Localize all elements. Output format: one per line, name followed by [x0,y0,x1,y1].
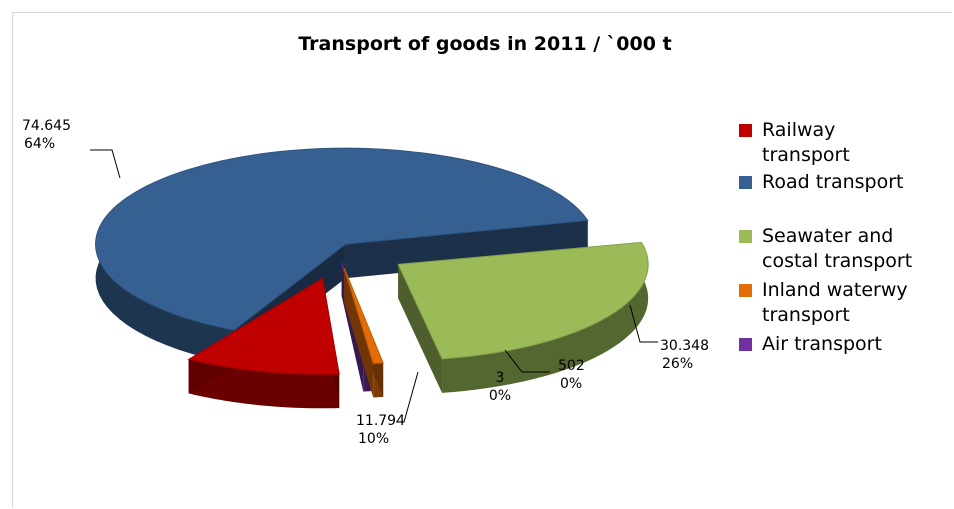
pie-slice-seawater-top [397,241,649,360]
legend: Railway transport Road transport Seawater a… [739,119,912,355]
percent-label-air: 0% [489,388,511,404]
percent-label-road: 64% [24,136,55,152]
value-label-air: 3 [496,370,505,386]
value-label-seawater: 30.348 [660,338,709,354]
leader-line-road [90,149,121,179]
legend-label-seawater: Seawater and [762,225,893,247]
pie-slice-seawater-wall-b [398,264,443,393]
chart-frame [12,12,952,508]
pie-slice-inland-top [343,267,384,364]
value-label-road: 74.645 [22,118,71,134]
value-label-railway: 11.794 [356,413,405,429]
legend-label-railway: transport [762,144,850,166]
pie-slices [95,147,649,409]
leader-line-seawater [629,304,658,343]
legend-label-inland: Inland waterwy [762,279,908,301]
pie-slice-inland [343,267,384,398]
pie-slice-seawater-side [442,242,649,393]
pie-slice-seawater [397,241,649,393]
legend-label-road: Road transport [762,171,904,193]
pie-slice-inland-wall-b [344,268,374,398]
legend-label-inland: transport [762,304,850,326]
leader-line-railway [396,371,419,423]
percent-label-railway: 10% [358,431,389,447]
legend-label-railway: Railway [762,119,835,141]
legend-label-seawater: costal transport [762,250,912,272]
percent-label-inland: 0% [560,376,582,392]
percent-label-seawater: 26% [662,356,693,372]
data-labels: 74.645 64% 30.348 26% 502 0% 3 0% 11.794 10% [22,118,709,447]
value-label-inland: 502 [558,358,585,374]
legend-swatch-seawater [739,230,752,243]
legend-swatch-inland [739,284,752,297]
chart-title: Transport of goods in 2011 / `000 t [298,33,671,55]
legend-swatch-railway [739,124,752,137]
leader-line-inland [504,349,550,373]
legend-swatch-road [739,176,752,189]
legend-label-air: Air transport [762,333,882,355]
pie-slice-railway [187,277,340,409]
pie-slice-railway-top [187,277,340,375]
pie-slice-road-top [95,147,589,331]
legend-swatch-air [739,338,752,351]
pie-slice-railway-side [188,359,340,409]
